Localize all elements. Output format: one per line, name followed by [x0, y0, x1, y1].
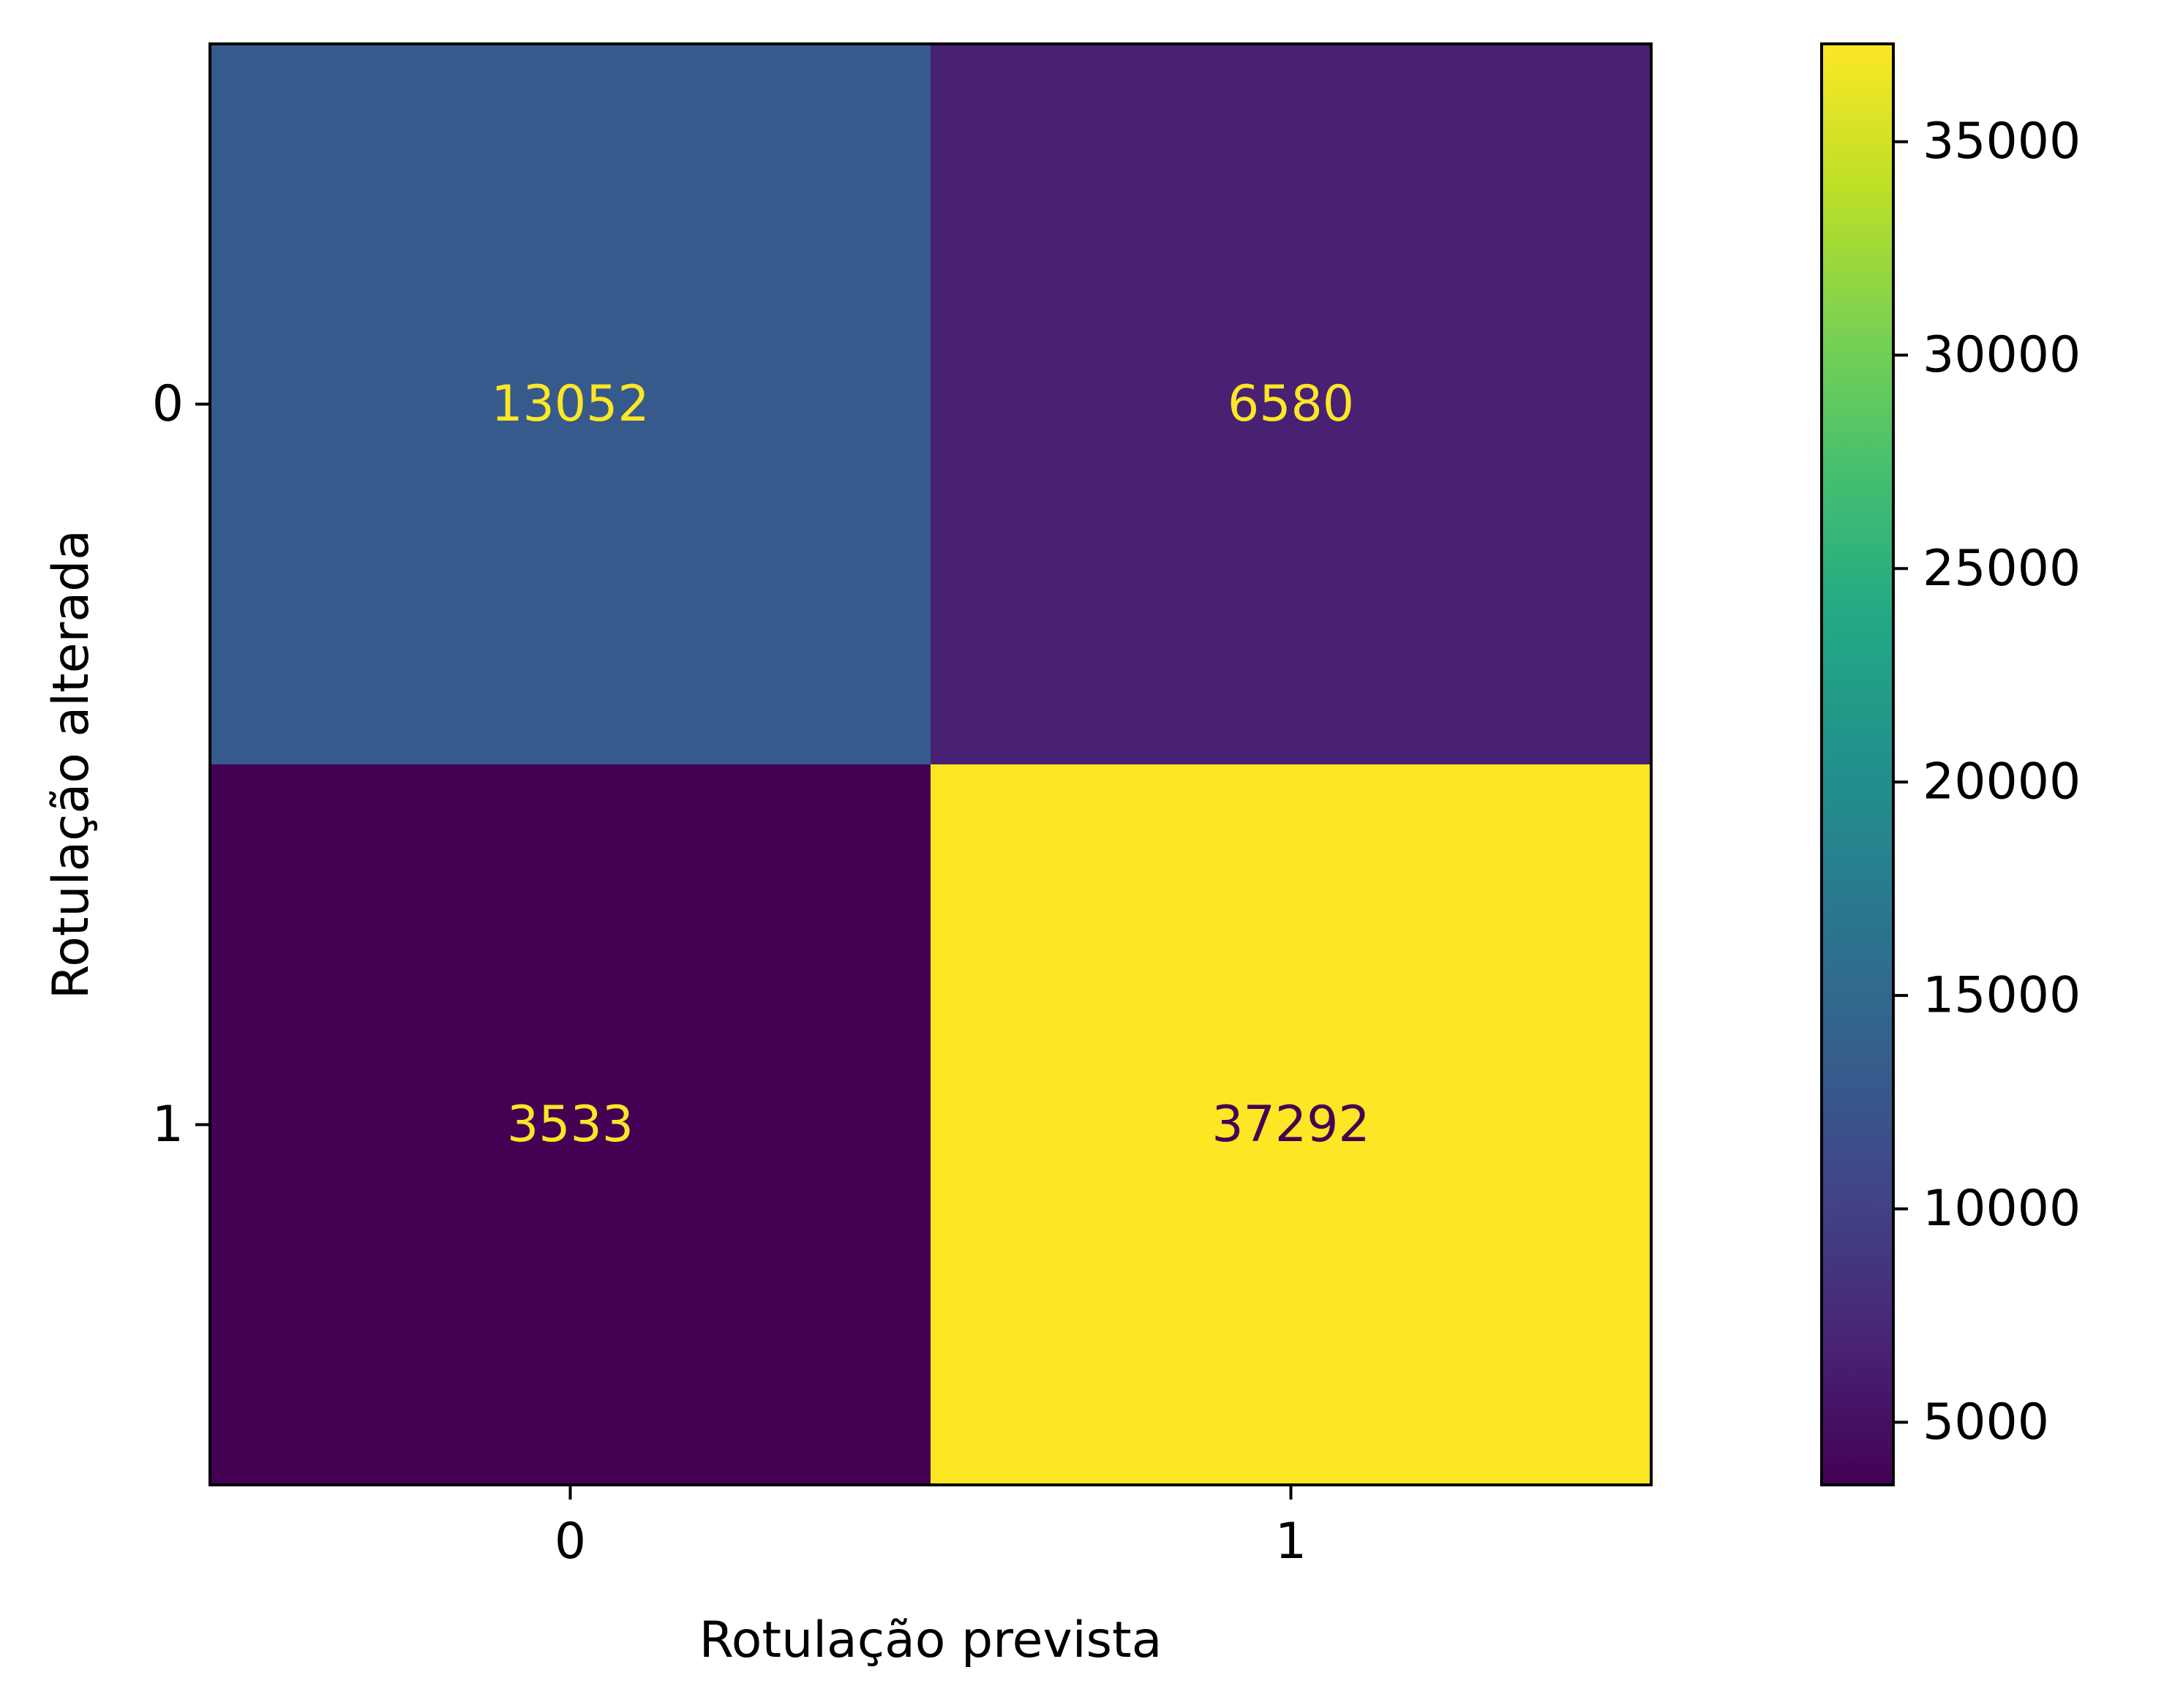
plot-frame: [208, 42, 1653, 1486]
colorbar-tick-label: 20000: [1923, 753, 2081, 811]
heatmap-cell: [931, 764, 1651, 1485]
cell-value-label: 13052: [491, 375, 649, 433]
heatmap-cell: [931, 44, 1651, 764]
cell-value-label: 3533: [507, 1096, 634, 1154]
colorbar-tick-label: 15000: [1923, 966, 2081, 1024]
cell-value-label: 6580: [1228, 375, 1354, 433]
y-tick-label: 1: [152, 1096, 184, 1154]
colorbar-ticks: 5000 10000 15000 20000 25000 30000 35000: [1893, 113, 2081, 1451]
colorbar-tick-label: 10000: [1923, 1180, 2081, 1238]
heatmap-cell: [210, 44, 931, 764]
cell-value-label: 37292: [1211, 1096, 1370, 1154]
y-axis-ticks: 01: [152, 375, 210, 1154]
heatmap-cell-labels: 13052 6580 3533 37292: [491, 375, 1370, 1154]
colorbar-tick-label: 35000: [1923, 113, 2081, 170]
colorbar-tick-label: 30000: [1923, 326, 2081, 384]
heatmap-cells: [210, 44, 1651, 1485]
colorbar: [1820, 42, 1895, 1486]
x-tick-label: 1: [1275, 1513, 1307, 1570]
y-tick-label: 0: [152, 375, 184, 433]
heatmap-cell: [210, 764, 931, 1485]
x-axis-label: Rotulação prevista: [699, 1611, 1162, 1669]
y-axis-label: Rotulação alterada: [42, 530, 100, 999]
colorbar-tick-label: 25000: [1923, 540, 2081, 598]
colorbar-tick-label: 5000: [1923, 1393, 2049, 1451]
x-tick-label: 0: [555, 1513, 586, 1570]
